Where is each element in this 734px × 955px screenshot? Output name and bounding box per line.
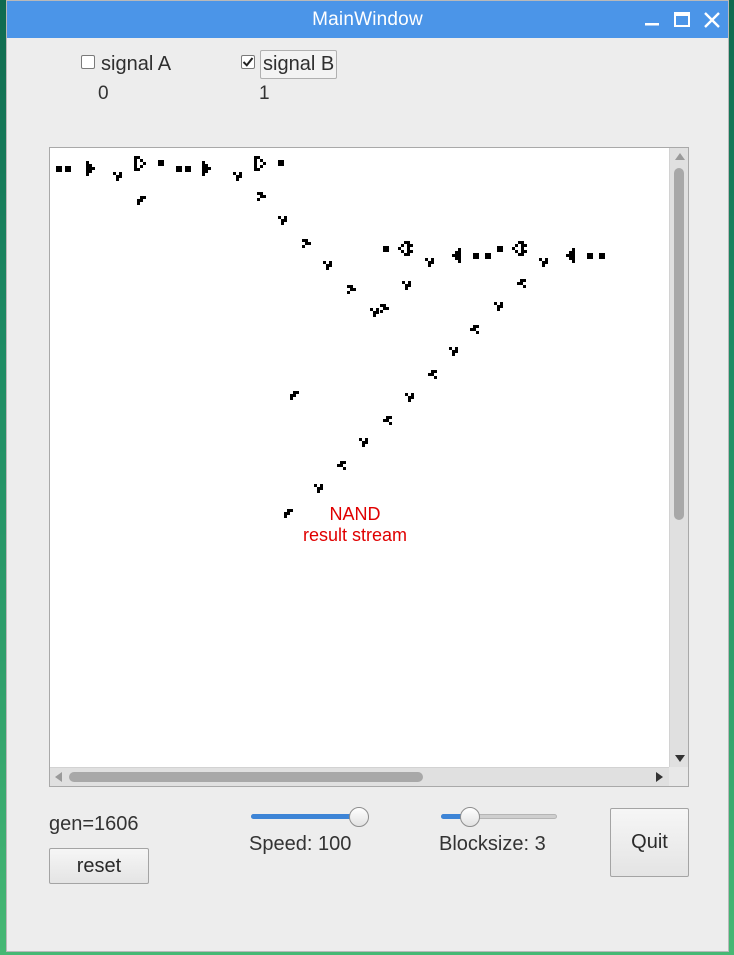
scroll-left-arrow-icon[interactable] (55, 772, 62, 782)
blocksize-label: Blocksize: 3 (439, 833, 546, 855)
speed-label: Speed: 100 (249, 833, 352, 855)
close-icon[interactable] (701, 9, 723, 31)
blocksize-slider[interactable] (441, 807, 557, 827)
speed-slider-fill (251, 814, 359, 819)
signal-b-label: signal B (260, 50, 338, 79)
vertical-scroll-thumb[interactable] (674, 168, 684, 520)
checkbox-unchecked-icon[interactable] (81, 55, 95, 69)
blocksize-slider-fill (441, 814, 470, 819)
speed-slider[interactable] (251, 807, 369, 827)
blocksize-slider-handle[interactable] (460, 807, 480, 827)
signal-b-checkbox[interactable]: signal B (240, 49, 350, 79)
signal-a-label: signal A (101, 53, 172, 75)
annotation-title: NAND (329, 504, 381, 524)
minimize-icon[interactable] (641, 9, 663, 31)
nand-annotation: NAND result stream (295, 504, 415, 546)
signal-b-value: 1 (259, 83, 270, 104)
generation-counter: gen=1606 (49, 813, 139, 835)
annotation-subtitle: result stream (302, 525, 408, 545)
horizontal-scroll-thumb[interactable] (69, 772, 423, 782)
vertical-scrollbar[interactable] (669, 148, 688, 768)
quit-button[interactable]: Quit (610, 808, 689, 877)
cell-grid (56, 156, 605, 518)
signal-a-checkbox[interactable]: signal A (79, 53, 189, 79)
maximize-icon[interactable] (671, 9, 693, 31)
life-canvas-view[interactable]: NAND result stream (49, 147, 689, 787)
life-canvas[interactable]: NAND result stream (50, 148, 670, 768)
scroll-corner (669, 767, 688, 786)
main-window: MainWindow signal A 0 signal B 1 NAND re… (6, 0, 729, 952)
speed-slider-handle[interactable] (349, 807, 369, 827)
scroll-down-arrow-icon[interactable] (675, 755, 685, 762)
checkbox-checked-icon[interactable] (241, 55, 255, 69)
title-bar[interactable]: MainWindow (7, 1, 728, 38)
window-title: MainWindow (312, 9, 423, 30)
reset-button[interactable]: reset (49, 848, 149, 884)
scroll-right-arrow-icon[interactable] (656, 772, 663, 782)
signal-a-value: 0 (98, 83, 109, 104)
scroll-up-arrow-icon[interactable] (675, 153, 685, 160)
horizontal-scrollbar[interactable] (50, 767, 670, 786)
